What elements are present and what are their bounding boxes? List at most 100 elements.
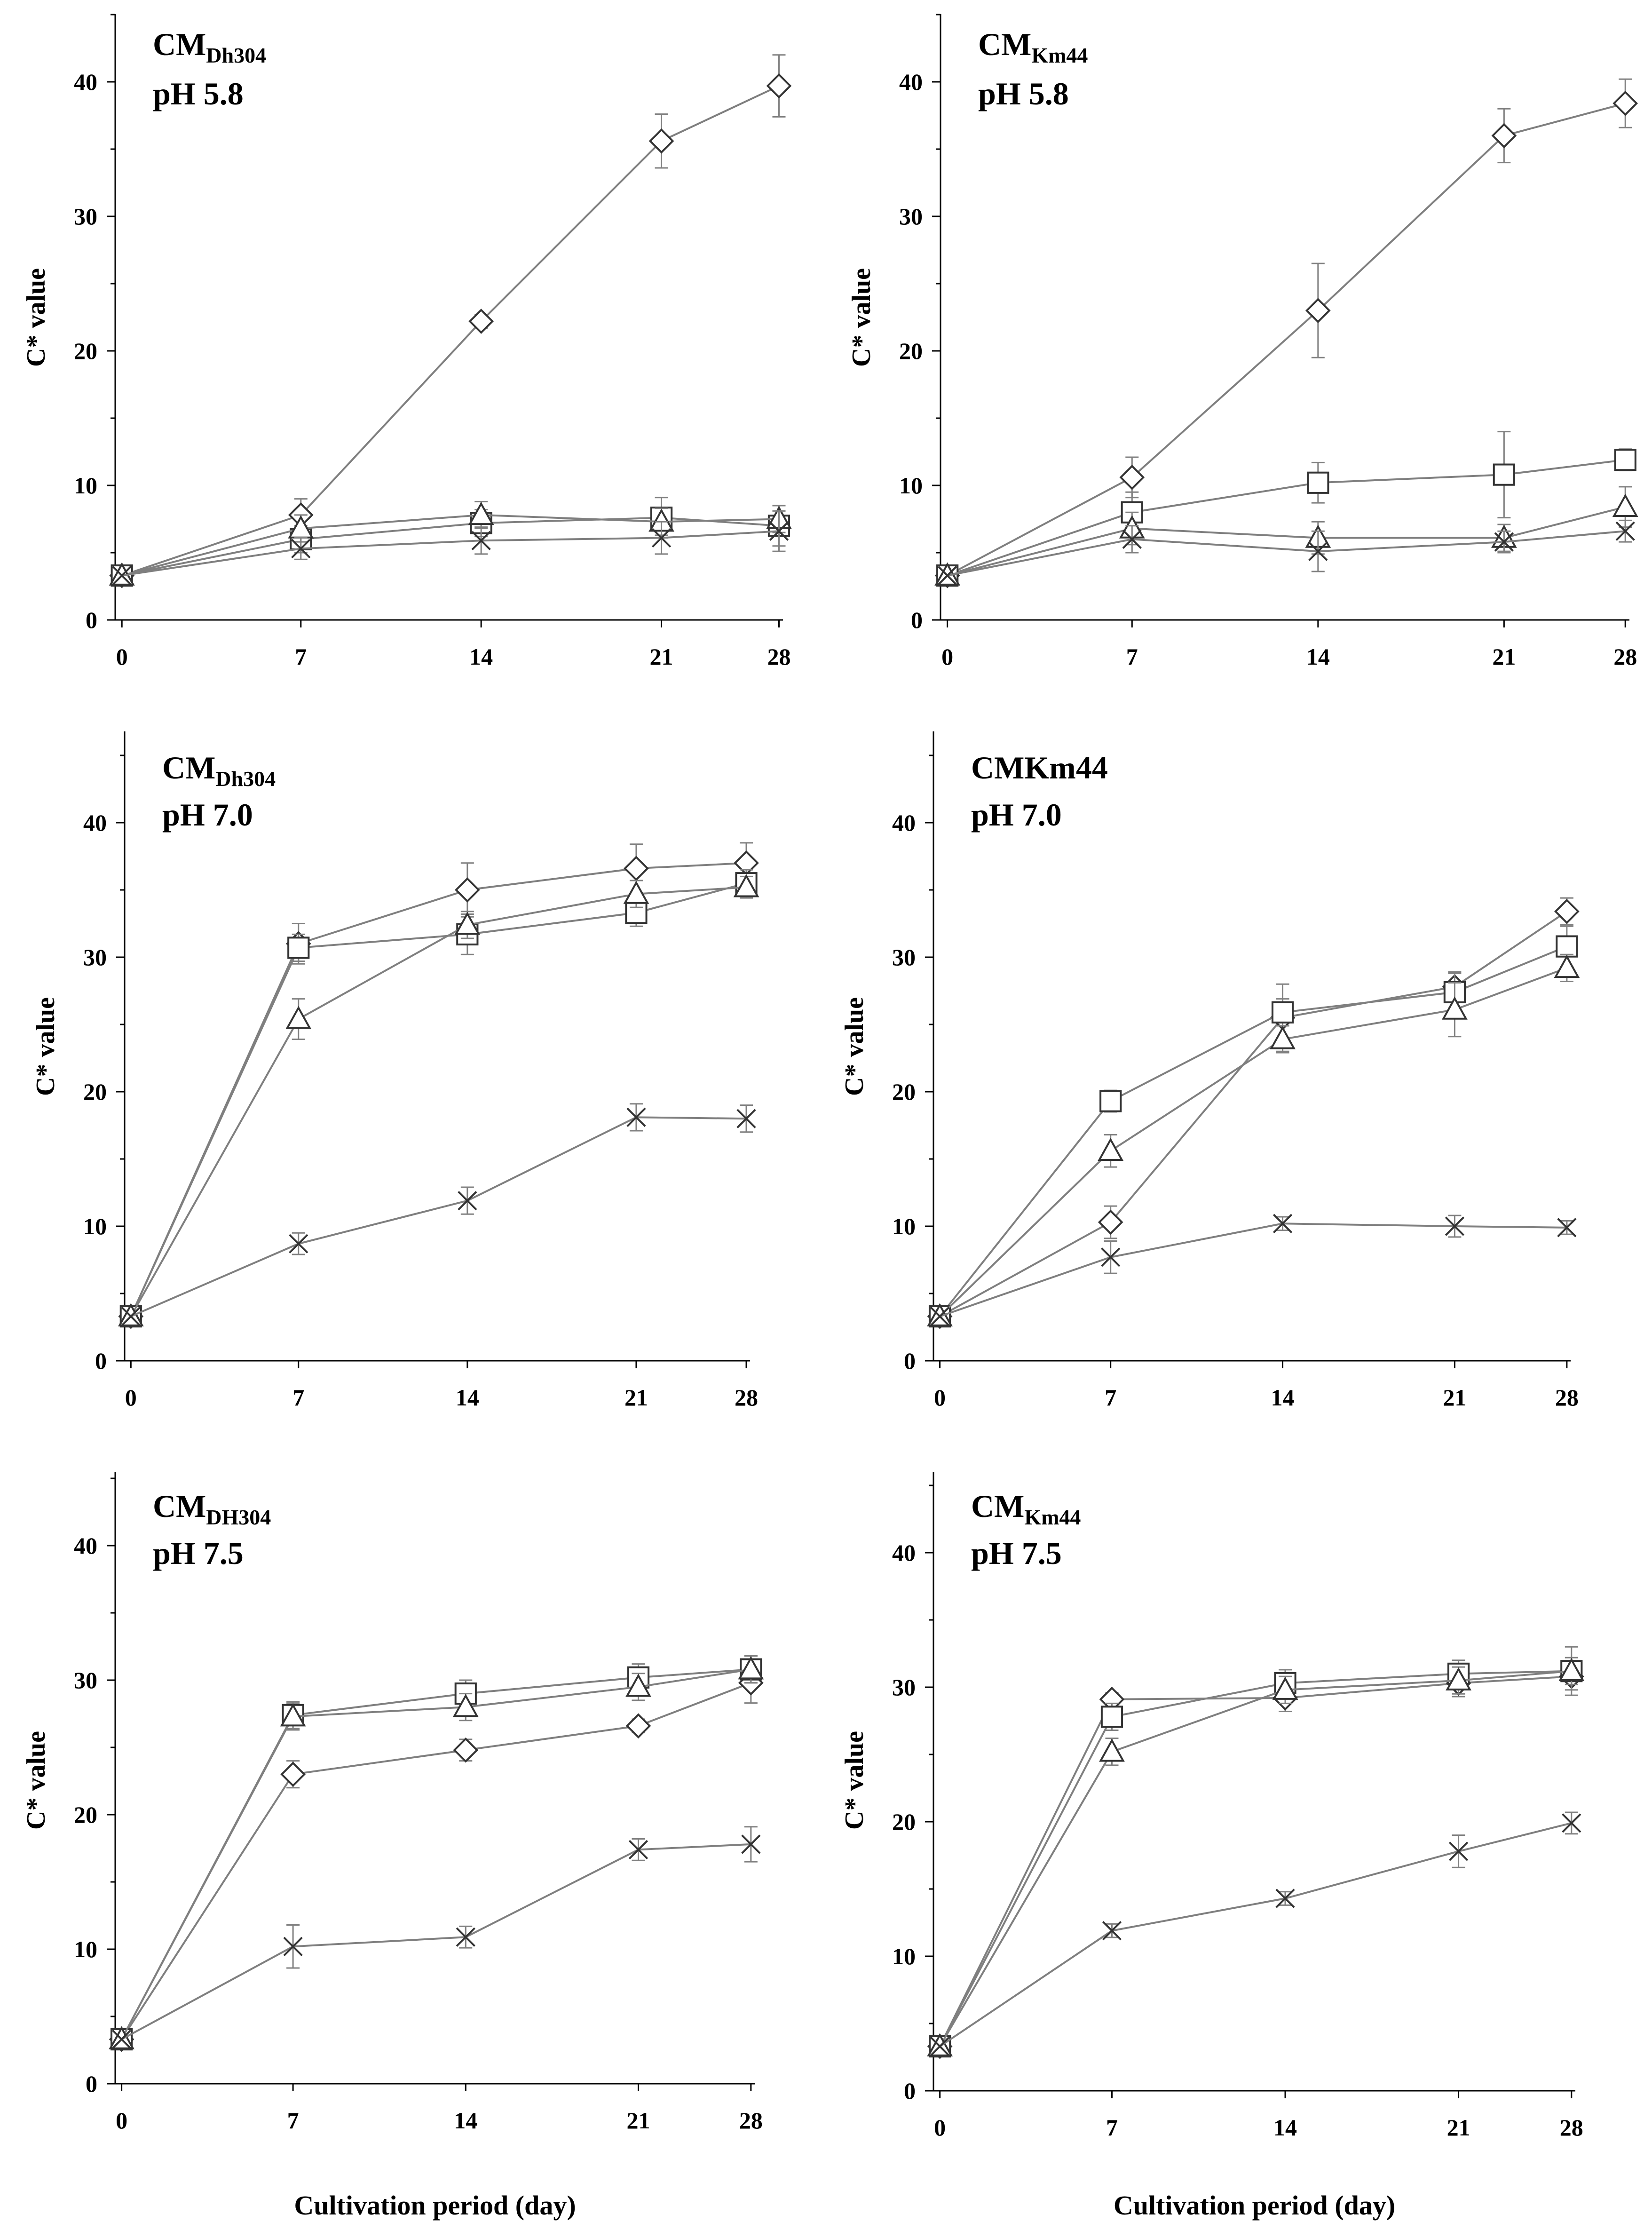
data-point-diamond bbox=[766, 73, 792, 99]
data-point-triangle bbox=[1272, 1676, 1298, 1700]
x-tick-label: 28 bbox=[739, 2107, 763, 2134]
series-triangle bbox=[934, 486, 1638, 586]
series-line-square bbox=[121, 516, 779, 577]
strain-label: CMKm44 bbox=[978, 26, 1088, 67]
series-line-diamond bbox=[130, 862, 747, 1317]
data-point-cross bbox=[1275, 1889, 1295, 1908]
panel-1: 0 10 20 30 40 0 7 14 21 28 C* value CMDh304 pH 5.8 bbox=[22, 14, 792, 670]
y-axis-label: C* value bbox=[31, 997, 60, 1096]
y-tick-label: 20 bbox=[83, 1079, 107, 1105]
data-point-diamond bbox=[624, 856, 649, 881]
data-point-cross bbox=[1562, 1813, 1581, 1833]
data-point-cross bbox=[1122, 529, 1142, 549]
data-point-cross bbox=[1101, 1247, 1121, 1267]
series-line-cross bbox=[947, 530, 1626, 577]
data-point-cross bbox=[1615, 521, 1635, 541]
strain-label: CMKm44 bbox=[971, 1488, 1081, 1529]
data-point-cross bbox=[458, 1191, 477, 1211]
y-tick-label: 40 bbox=[892, 1540, 916, 1566]
series-line-cross bbox=[121, 530, 779, 577]
data-point-cross bbox=[1448, 1841, 1469, 1861]
data-point-square bbox=[1099, 1090, 1122, 1112]
series-line-diamond bbox=[121, 85, 780, 577]
y-tick-label: 20 bbox=[899, 338, 923, 364]
x-tick-label: 21 bbox=[1492, 643, 1516, 670]
y-tick-label: 40 bbox=[899, 69, 923, 95]
ph-label: pH 7.0 bbox=[971, 797, 1062, 833]
series-square bbox=[929, 1646, 1583, 2058]
series-square bbox=[111, 1655, 762, 2051]
y-axis-label: C* value bbox=[847, 268, 876, 367]
x-axis-label: Cultivation period (day) bbox=[1114, 2190, 1395, 2221]
strain-subscript: Dh304 bbox=[215, 767, 276, 791]
ph-label: pH 7.5 bbox=[971, 1535, 1062, 1571]
data-point-cross bbox=[471, 531, 491, 550]
x-tick-label: 0 bbox=[934, 2114, 946, 2141]
x-tick-label: 14 bbox=[456, 1384, 479, 1411]
panel-6: 0 10 20 30 40 0 7 14 21 28 C* value Cultivation per… bbox=[840, 1472, 1585, 2221]
y-tick-label: 40 bbox=[83, 809, 107, 836]
x-tick-label: 21 bbox=[1443, 1384, 1466, 1411]
y-tick-label: 20 bbox=[74, 1801, 97, 1828]
y-tick-label: 10 bbox=[892, 1943, 916, 1969]
y-axis-label: C* value bbox=[22, 1731, 51, 1830]
series-line-square bbox=[947, 459, 1626, 577]
series-line-diamond bbox=[939, 911, 1567, 1317]
data-point-cross bbox=[112, 566, 132, 586]
y-tick-label: 20 bbox=[892, 1809, 916, 1835]
data-point-triangle bbox=[1558, 1658, 1585, 1681]
data-point-diamond bbox=[455, 877, 480, 903]
y-tick-label: 10 bbox=[74, 1936, 97, 1962]
series-line-triangle bbox=[130, 886, 747, 1317]
data-point-cross bbox=[930, 1307, 950, 1326]
x-axis-label: Cultivation period (day) bbox=[294, 2190, 576, 2221]
data-point-cross bbox=[289, 1234, 308, 1254]
y-tick-label: 0 bbox=[904, 2078, 916, 2104]
y-tick-label: 0 bbox=[86, 2071, 97, 2097]
data-point-cross bbox=[1494, 532, 1514, 552]
x-tick-label: 28 bbox=[1560, 2114, 1583, 2141]
data-point-diamond bbox=[468, 309, 494, 334]
data-point-cross bbox=[769, 521, 789, 541]
series-triangle bbox=[109, 500, 792, 586]
data-point-cross bbox=[1273, 1214, 1293, 1233]
data-point-cross bbox=[1445, 1216, 1465, 1236]
data-point-triangle bbox=[1612, 493, 1638, 517]
y-tick-label: 0 bbox=[911, 607, 923, 633]
x-tick-label: 14 bbox=[1306, 643, 1330, 670]
ph-label: pH 5.8 bbox=[153, 76, 244, 111]
data-point-triangle bbox=[452, 1694, 479, 1717]
data-point-triangle bbox=[468, 501, 494, 525]
panel-3: 0 10 20 30 40 0 7 14 21 28 C* value CMDh304 pH 7.0 bbox=[31, 731, 759, 1411]
series-cross bbox=[112, 510, 789, 586]
strain-label: CMDh304 bbox=[162, 750, 276, 791]
series-diamond bbox=[118, 842, 759, 1329]
series-diamond bbox=[109, 54, 792, 588]
data-point-diamond bbox=[648, 128, 674, 154]
data-point-diamond bbox=[1119, 465, 1145, 490]
data-point-diamond bbox=[1554, 898, 1580, 924]
y-tick-label: 0 bbox=[86, 607, 97, 633]
strain-name: CM bbox=[162, 750, 215, 786]
data-point-triangle bbox=[733, 874, 759, 897]
series-line-triangle bbox=[121, 514, 779, 577]
strain-name: CM bbox=[971, 1488, 1024, 1524]
data-point-square bbox=[287, 936, 310, 959]
y-axis-label: C* value bbox=[840, 997, 869, 1096]
y-tick-label: 30 bbox=[83, 944, 107, 970]
x-tick-label: 7 bbox=[1106, 2114, 1118, 2141]
series-line-square bbox=[130, 882, 747, 1317]
x-tick-label: 0 bbox=[941, 643, 953, 670]
data-point-triangle bbox=[1099, 1738, 1125, 1762]
y-tick-label: 10 bbox=[892, 1213, 916, 1239]
x-tick-label: 28 bbox=[1613, 643, 1637, 670]
data-point-triangle bbox=[285, 1006, 312, 1029]
x-tick-label: 7 bbox=[292, 1384, 304, 1411]
strain-subscript: Km44 bbox=[1024, 1505, 1081, 1529]
x-tick-label: 28 bbox=[1555, 1384, 1579, 1411]
series-diamond bbox=[934, 78, 1638, 588]
strain-name: CM bbox=[153, 26, 206, 62]
strain-name: CM bbox=[978, 26, 1031, 62]
strain-label: CMDH304 bbox=[153, 1488, 271, 1529]
series-line-cross bbox=[121, 1843, 751, 2040]
